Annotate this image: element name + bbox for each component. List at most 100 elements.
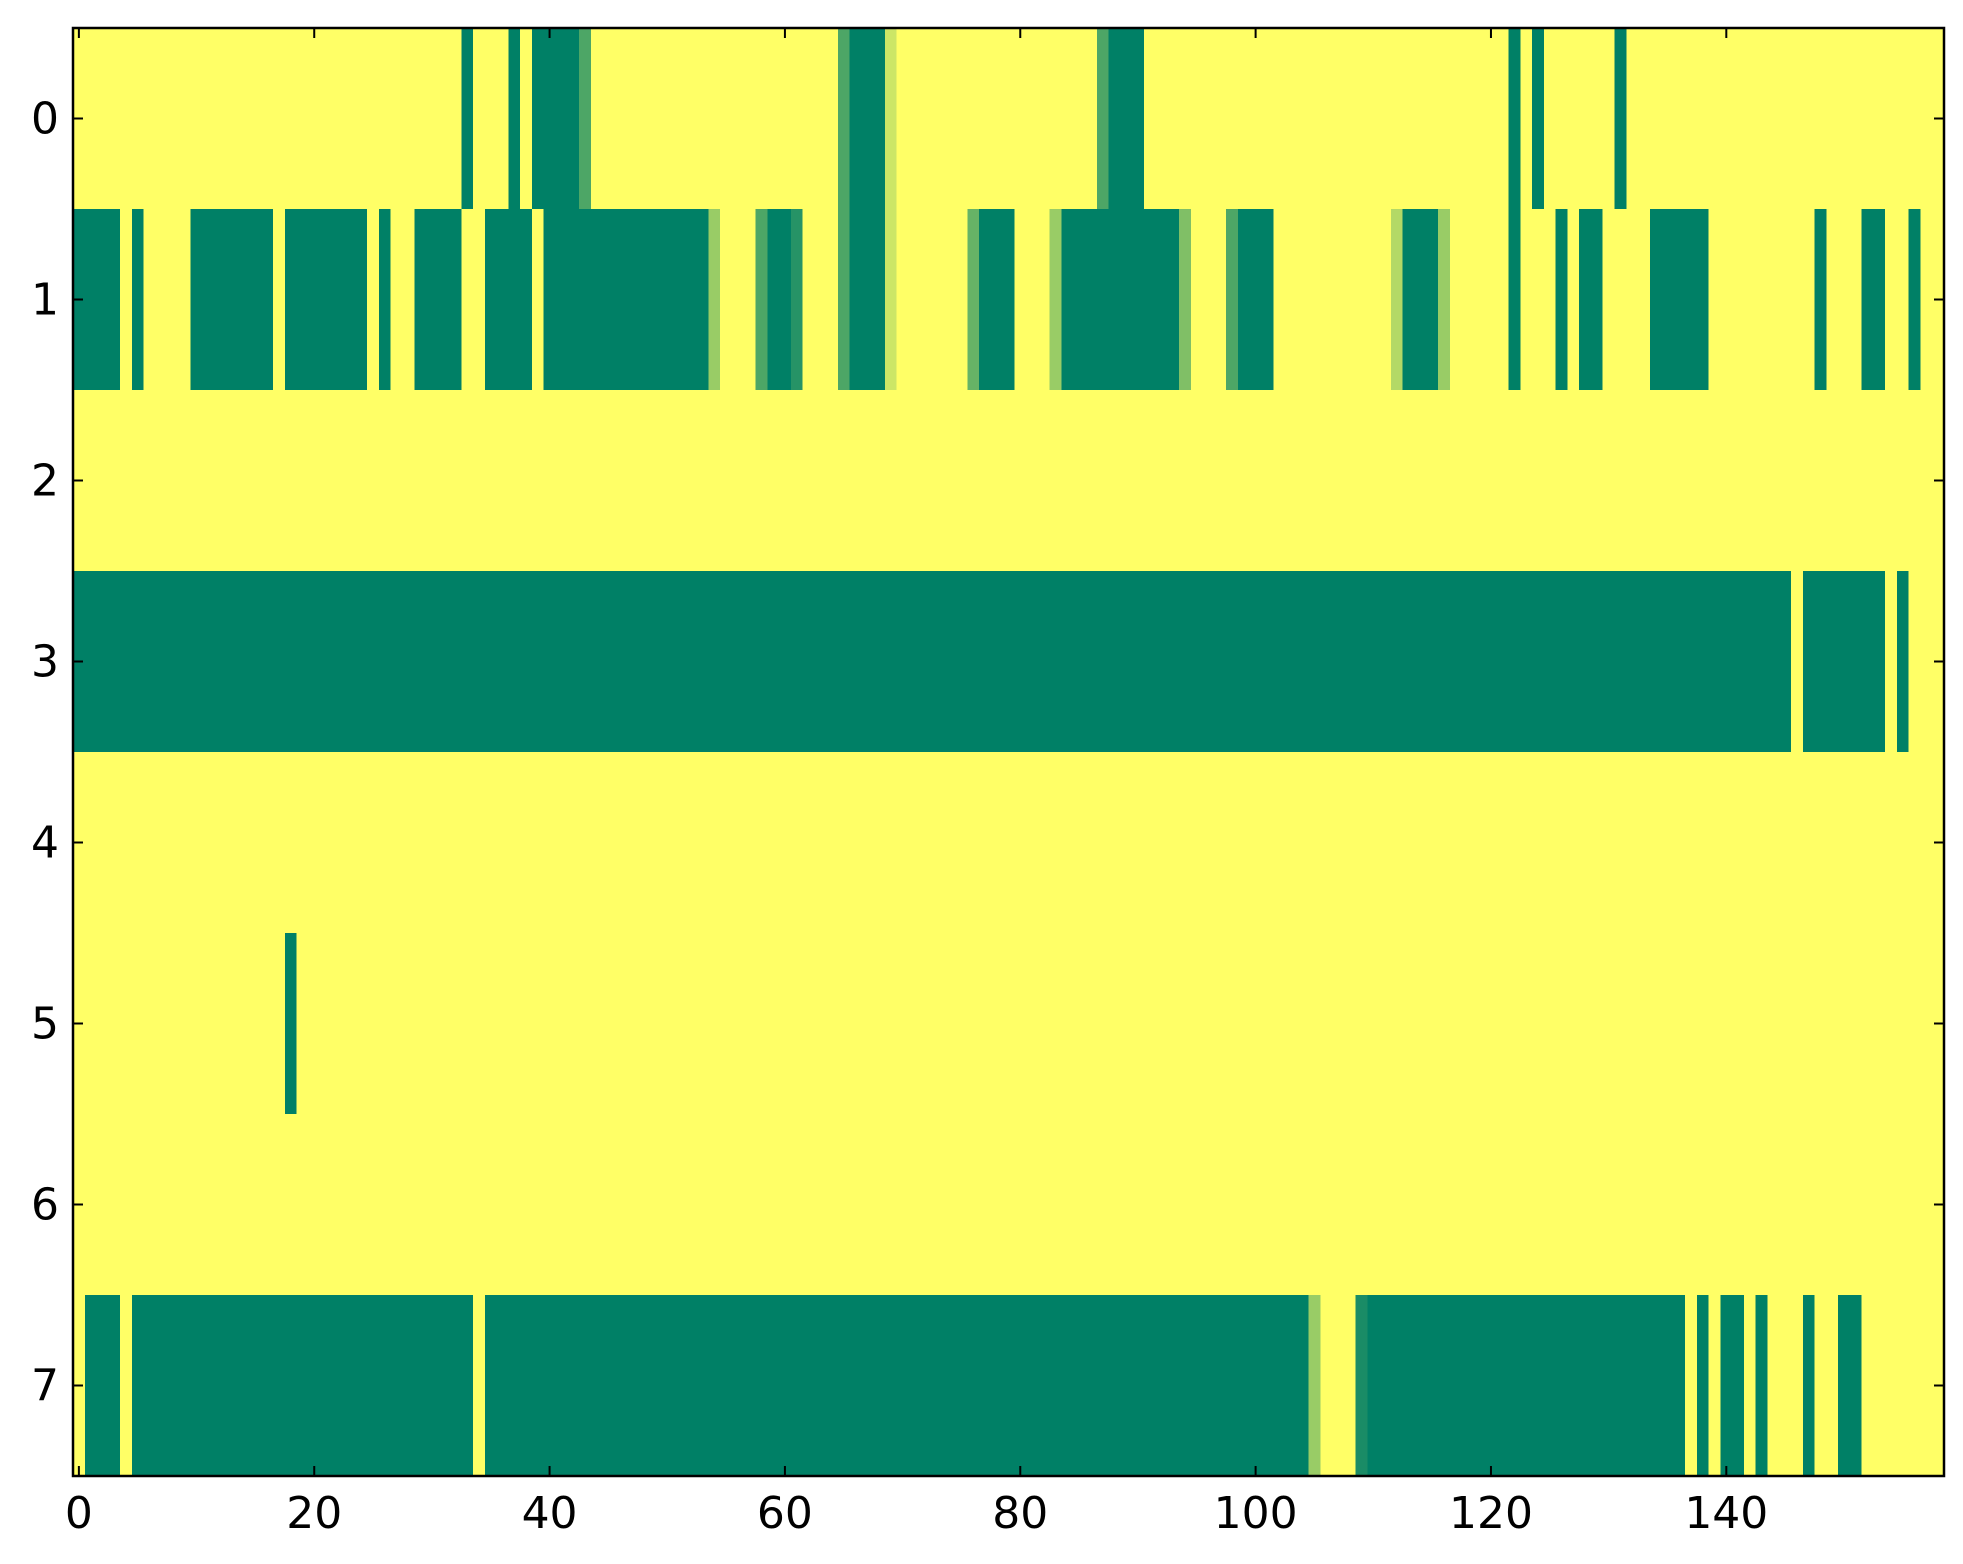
- heatmap-cell: [249, 933, 262, 1115]
- heatmap-cell: [590, 1295, 604, 1477]
- heatmap-cell: [1014, 752, 1027, 934]
- heatmap-cell: [1438, 209, 1451, 391]
- heatmap-cell: [826, 209, 839, 391]
- heatmap-cell: [378, 571, 392, 753]
- heatmap-cell: [461, 28, 474, 210]
- heatmap-cell: [1261, 390, 1274, 572]
- heatmap-cell: [190, 933, 204, 1115]
- heatmap-cell: [378, 1114, 392, 1296]
- heatmap-cell: [96, 1295, 109, 1477]
- heatmap-cell: [1755, 390, 1769, 572]
- heatmap-cell: [296, 933, 309, 1115]
- heatmap-cell: [1908, 1295, 1922, 1477]
- heatmap-cell: [1343, 571, 1357, 753]
- heatmap-cell: [1673, 933, 1686, 1115]
- heatmap-cell: [1579, 1295, 1592, 1477]
- heatmap-cell: [1920, 390, 1933, 572]
- heatmap-cell: [790, 933, 804, 1115]
- heatmap-cell: [1037, 933, 1051, 1115]
- heatmap-cell: [202, 752, 215, 934]
- heatmap-cell: [1661, 571, 1674, 753]
- heatmap-cell: [567, 390, 580, 572]
- heatmap-cell: [1638, 933, 1651, 1115]
- heatmap-cell: [237, 752, 251, 934]
- heatmap-cell: [437, 209, 451, 391]
- heatmap-cell: [308, 571, 321, 753]
- heatmap-cell: [1614, 933, 1627, 1115]
- heatmap-cell: [1249, 752, 1263, 934]
- heatmap-cell: [1414, 209, 1427, 391]
- heatmap-cell: [1037, 209, 1051, 391]
- heatmap-cell: [1473, 1295, 1486, 1477]
- heatmap-cell: [802, 390, 815, 572]
- heatmap-cell: [296, 1114, 309, 1296]
- heatmap-cell: [1685, 571, 1698, 753]
- heatmap-cell: [826, 1114, 839, 1296]
- heatmap-cell: [1626, 933, 1639, 1115]
- heatmap-cell: [814, 1114, 827, 1296]
- heatmap-cell: [355, 209, 368, 391]
- heatmap-cell: [402, 1114, 415, 1296]
- heatmap-cell: [143, 1114, 156, 1296]
- heatmap-cell: [1567, 933, 1580, 1115]
- heatmap-cell: [1614, 571, 1627, 753]
- heatmap-cell: [273, 1295, 286, 1477]
- heatmap-cell: [426, 209, 439, 391]
- heatmap-cell: [1402, 752, 1416, 934]
- heatmap-cell: [873, 1114, 886, 1296]
- heatmap-cell: [437, 571, 451, 753]
- heatmap-cell: [720, 1114, 733, 1296]
- heatmap-cell: [1438, 752, 1451, 934]
- heatmap-cell: [284, 390, 298, 572]
- heatmap-cell: [1226, 1114, 1239, 1296]
- heatmap-cell: [1132, 1295, 1145, 1477]
- heatmap-cell: [1826, 752, 1839, 934]
- y-tick-label: 2: [31, 456, 59, 507]
- heatmap-cell: [1390, 752, 1404, 934]
- heatmap-cell: [1214, 28, 1227, 210]
- heatmap-cell: [1779, 933, 1792, 1115]
- heatmap-cell: [1908, 209, 1922, 391]
- heatmap-cell: [202, 571, 215, 753]
- heatmap-cell: [1920, 209, 1933, 391]
- heatmap-cell: [1708, 571, 1722, 753]
- heatmap-cell: [520, 1114, 533, 1296]
- heatmap-cell: [225, 1295, 239, 1477]
- heatmap-cell: [1908, 390, 1922, 572]
- heatmap-cell: [1120, 1114, 1133, 1296]
- heatmap-cell: [555, 390, 568, 572]
- heatmap-cell: [1614, 209, 1627, 391]
- heatmap-cell: [1826, 1114, 1839, 1296]
- heatmap-cell: [178, 571, 192, 753]
- heatmap-cell: [1849, 933, 1863, 1115]
- heatmap-cell: [84, 1295, 98, 1477]
- heatmap-cell: [1708, 752, 1722, 934]
- heatmap-cell: [920, 209, 933, 391]
- heatmap-cell: [473, 209, 486, 391]
- heatmap-cell: [1332, 571, 1345, 753]
- heatmap-cell: [1355, 752, 1369, 934]
- heatmap-cell: [390, 390, 404, 572]
- heatmap-cell: [1214, 933, 1227, 1115]
- heatmap-cell: [1579, 1114, 1592, 1296]
- heatmap-cell: [1426, 1295, 1439, 1477]
- heatmap-cell: [1485, 752, 1498, 934]
- heatmap-cell: [1473, 933, 1486, 1115]
- heatmap-cell: [1084, 571, 1098, 753]
- heatmap-cell: [979, 571, 992, 753]
- heatmap-cell: [873, 752, 886, 934]
- heatmap-cell: [1802, 571, 1816, 753]
- heatmap-cell: [178, 28, 192, 210]
- x-tick-label: 60: [757, 1488, 813, 1539]
- heatmap-cell: [261, 1295, 274, 1477]
- heatmap-cell: [1355, 933, 1369, 1115]
- heatmap-cell: [1896, 933, 1910, 1115]
- heatmap-cell: [1791, 209, 1804, 391]
- heatmap-cell: [355, 1295, 368, 1477]
- heatmap-cell: [1508, 28, 1521, 210]
- heatmap-cell: [826, 1295, 839, 1477]
- heatmap-cell: [508, 209, 521, 391]
- heatmap-cell: [673, 1295, 686, 1477]
- heatmap-cell: [661, 1295, 674, 1477]
- heatmap-cell: [578, 571, 592, 753]
